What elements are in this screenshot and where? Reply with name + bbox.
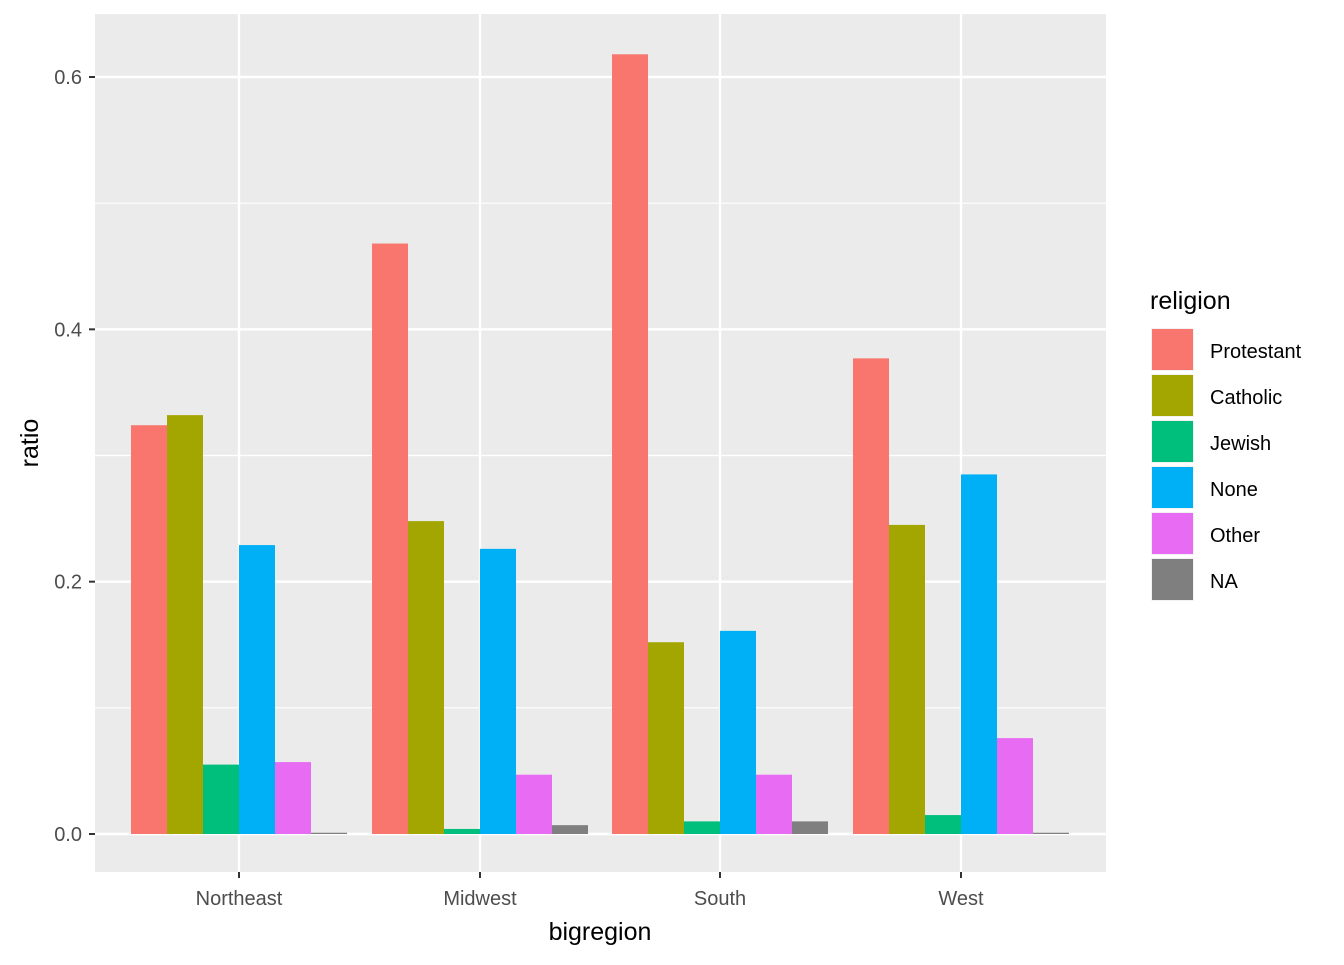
bar-midwest-na — [552, 825, 588, 834]
x-axis-title: bigregion — [549, 918, 652, 946]
bar-south-other — [756, 774, 792, 834]
bar-west-other — [997, 738, 1033, 834]
legend: religion Protestant Catholic Jewish None Oth… — [1150, 287, 1302, 601]
y-axis: 0.0 0.2 0.4 0.6 — [54, 67, 95, 846]
x-tick-label: Northeast — [196, 888, 283, 910]
x-tick-label: South — [694, 888, 746, 910]
legend-title: religion — [1150, 287, 1231, 315]
y-axis-title: ratio — [16, 419, 44, 468]
bar-midwest-jewish — [444, 828, 480, 834]
bar-northeast-jewish — [203, 764, 239, 834]
bar-west-jewish — [925, 815, 961, 834]
y-tick-label: 0.0 — [54, 824, 82, 846]
bar-west-catholic — [889, 524, 925, 834]
bars — [131, 54, 1069, 835]
legend-key-none — [1152, 467, 1193, 508]
legend-label-none: None — [1210, 479, 1258, 501]
bar-south-none — [720, 630, 756, 834]
bar-northeast-none — [239, 545, 275, 834]
bar-northeast-other — [275, 762, 311, 834]
bar-south-jewish — [684, 821, 720, 834]
y-tick-label: 0.6 — [54, 67, 82, 89]
bar-northeast-na — [311, 832, 347, 834]
y-tick-label: 0.2 — [54, 572, 82, 594]
bar-midwest-other — [516, 774, 552, 834]
legend-key-catholic — [1152, 375, 1193, 416]
bar-south-protestant — [612, 54, 648, 835]
bar-midwest-catholic — [408, 521, 444, 834]
bar-midwest-protestant — [372, 243, 408, 835]
legend-label-jewish: Jewish — [1210, 433, 1271, 455]
legend-label-catholic: Catholic — [1210, 387, 1282, 409]
legend-key-jewish — [1152, 421, 1193, 462]
legend-key-other — [1152, 513, 1193, 554]
x-tick-label: Midwest — [443, 888, 517, 910]
legend-label-other: Other — [1210, 525, 1260, 547]
bar-south-na — [792, 821, 828, 834]
bar-midwest-none — [480, 548, 516, 834]
bar-west-na — [1033, 832, 1069, 834]
bar-west-none — [961, 474, 997, 834]
x-tick-label: West — [938, 888, 984, 910]
legend-key-na — [1152, 559, 1193, 600]
legend-label-na: NA — [1210, 571, 1238, 593]
y-tick-label: 0.4 — [54, 319, 82, 341]
bar-northeast-catholic — [167, 415, 203, 834]
bar-south-catholic — [648, 642, 684, 834]
legend-items: Protestant Catholic Jewish None Other NA — [1151, 328, 1302, 601]
x-axis: Northeast Midwest South West — [196, 872, 984, 910]
legend-label-protestant: Protestant — [1210, 341, 1302, 363]
legend-key-protestant — [1152, 329, 1193, 370]
bar-west-protestant — [853, 358, 889, 834]
bar-northeast-protestant — [131, 425, 167, 834]
